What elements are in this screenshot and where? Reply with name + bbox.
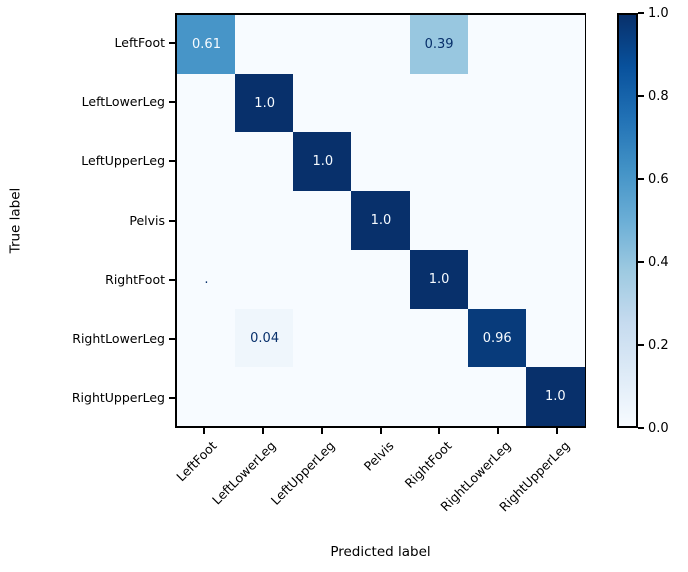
heatmap-cell: [409, 73, 469, 133]
x-tick-mark: [555, 428, 558, 434]
colorbar-tick-label: 0.4: [648, 254, 669, 270]
cell-value-label: 0.39: [424, 37, 454, 52]
heatmap-cell: [293, 191, 353, 251]
heatmap-cell: 0.04: [235, 308, 295, 368]
heatmap-cell: [177, 308, 236, 368]
heatmap-cell: 1.0: [235, 73, 295, 133]
colorbar-tick-label: 0.2: [648, 337, 669, 353]
y-tick-mark: [169, 100, 175, 103]
y-tick-label: LeftUpperLeg: [81, 153, 165, 169]
heatmap-cell: [409, 367, 469, 427]
colorbar-tick-label: 1.0: [648, 5, 669, 21]
heatmap-cell: 1.0: [525, 367, 585, 427]
x-tick-mark: [379, 428, 382, 434]
heatmap-cell: [351, 15, 411, 74]
heatmap-cell: 0.96: [467, 308, 527, 368]
heatmap-cell: [177, 132, 236, 192]
heatmap-cell: [235, 249, 295, 309]
heatmap-cell: 0.61: [177, 15, 236, 74]
heatmap-cell: [293, 367, 353, 427]
y-axis-title: True label: [7, 187, 24, 254]
y-tick-label: RightUpperLeg: [71, 390, 165, 406]
heatmap-cell: [409, 132, 469, 192]
colorbar-tick-mark: [638, 95, 644, 97]
colorbar-tick-mark: [638, 12, 644, 14]
heatmap-cell: [177, 191, 236, 251]
heatmap-cell: [525, 15, 585, 74]
y-tick-mark: [169, 278, 175, 281]
heatmap-cell: [177, 73, 236, 133]
heatmap-cell: [235, 367, 295, 427]
heatmap-cell: [525, 249, 585, 309]
y-tick-mark: [169, 41, 175, 44]
heatmap-cell: 1.0: [293, 132, 353, 192]
heatmap-cell: [525, 191, 585, 251]
heatmap-cell: [351, 132, 411, 192]
x-tick-mark: [496, 428, 499, 434]
y-tick-label: RightFoot: [105, 271, 165, 287]
cell-value-label: 0.61: [192, 37, 221, 52]
heatmap-cell: [177, 367, 236, 427]
y-tick-label: Pelvis: [129, 212, 165, 228]
heatmap-cell: [293, 249, 353, 309]
heatmap-cell: [235, 132, 295, 192]
heatmap-cell: [467, 191, 527, 251]
cell-value-label: .: [204, 271, 209, 287]
cell-value-label: 0.96: [482, 330, 512, 346]
colorbar-tick-label: 0.8: [648, 88, 669, 104]
heatmap-cell: 1.0: [351, 191, 411, 251]
y-tick-mark: [169, 219, 175, 222]
heatmap-cell: [467, 249, 527, 309]
heatmap-cell: [525, 73, 585, 133]
x-tick-mark: [203, 428, 206, 434]
heatmap-cell: [351, 249, 411, 309]
heatmap-cell: [525, 308, 585, 368]
colorbar-tick-mark: [638, 344, 644, 346]
heatmap-cell: [467, 73, 527, 133]
y-tick-label: LeftLowerLeg: [81, 93, 165, 109]
heatmap-cell: [351, 73, 411, 133]
cell-value-label: 1.0: [312, 154, 334, 170]
heatmap-cell: [235, 191, 295, 251]
heatmap-cell: [467, 15, 527, 74]
colorbar-tick-mark: [638, 427, 644, 429]
heatmap-cell: [293, 15, 353, 74]
heatmap-cell: [525, 132, 585, 192]
y-tick-mark: [169, 397, 175, 400]
colorbar-tick-mark: [638, 178, 644, 180]
heatmap-cell: 1.0: [409, 249, 469, 309]
y-tick-mark: [169, 338, 175, 341]
heatmap-cell: [235, 15, 295, 74]
heatmap-cell: [467, 132, 527, 192]
heatmap-cell: [351, 308, 411, 368]
x-tick-mark: [438, 428, 441, 434]
x-axis-title: Predicted label: [330, 544, 431, 560]
x-tick-mark: [262, 428, 265, 434]
heatmap-cell: .: [177, 249, 236, 309]
heatmap-cell: [293, 308, 353, 368]
heatmap-cell: [351, 367, 411, 427]
heatmap-cell: [293, 73, 353, 133]
x-tick-mark: [320, 428, 323, 434]
heatmap-cell: [409, 191, 469, 251]
cell-value-label: 1.0: [370, 213, 392, 229]
colorbar-tick-mark: [638, 261, 644, 263]
y-tick-label: LeftFoot: [114, 34, 165, 50]
heatmap-cell: 0.39: [409, 15, 469, 74]
y-tick-label: RightLowerLeg: [72, 331, 165, 347]
heatmap-cell: [409, 308, 469, 368]
y-tick-mark: [169, 160, 175, 163]
colorbar-tick-label: 0.6: [648, 171, 669, 187]
heatmap-cell: [467, 367, 527, 427]
cell-value-label: 1.0: [545, 389, 566, 405]
cell-value-label: 1.0: [428, 271, 450, 287]
colorbar-tick-label: 0.0: [648, 420, 669, 436]
colorbar: [617, 13, 638, 428]
heatmap-plot-area: 0.61 0.39 1.0 1.0 1.0. 1.0 0.04 0.96 1.0: [175, 13, 586, 428]
cell-value-label: 0.04: [250, 330, 280, 346]
cell-value-label: 1.0: [254, 95, 275, 111]
